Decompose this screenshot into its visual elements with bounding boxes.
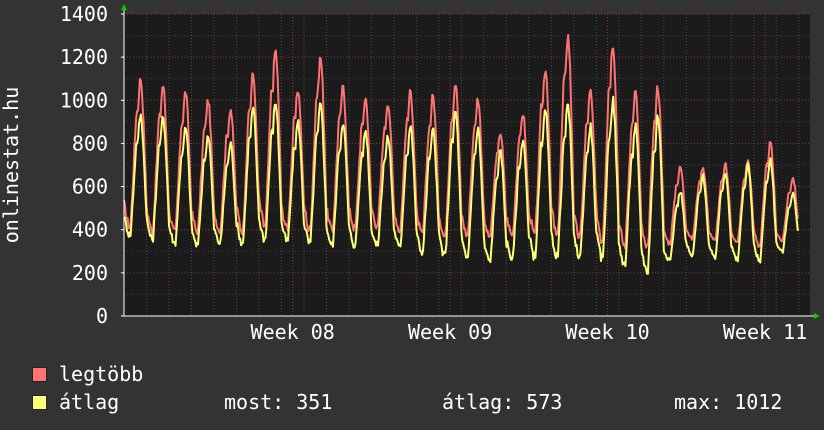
x-tick-label: Week 10 [565, 320, 649, 344]
y-tick-label: 1400 [60, 2, 108, 26]
legend-swatch-avg [32, 394, 47, 410]
x-tick-label: Week 11 [723, 320, 807, 344]
y-tick-label: 1200 [60, 45, 108, 69]
y-tick-label: 200 [72, 261, 108, 285]
x-axis-arrow-icon [814, 313, 820, 319]
y-tick-label: 0 [96, 304, 108, 328]
legend-swatch-max [32, 366, 47, 382]
y-tick-label: 1000 [60, 88, 108, 112]
series-line-avg [123, 95, 799, 275]
legend-label-max: legtöbb [59, 362, 144, 386]
tick-labels: 0 200 400 600 800 1000 1200 1400 Week 08 Week 09 W… [60, 2, 807, 344]
x-tick-label: Week 08 [251, 320, 335, 344]
x-tick-label: Week 09 [408, 320, 492, 344]
legend-item-avg: átlag [32, 390, 120, 414]
y-axis-label: onlinestat.hu [0, 87, 23, 244]
y-tick-label: 400 [72, 218, 108, 242]
y-tick-label: 600 [72, 175, 108, 199]
axes [121, 4, 820, 319]
legend-item-max: legtöbb [32, 362, 144, 386]
stat-avg: átlag: 573 [442, 390, 563, 414]
y-tick-label: 800 [72, 131, 108, 155]
stat-max: max: 1012 [674, 390, 783, 414]
legend-label-avg: átlag [59, 390, 120, 414]
y-axis-arrow-icon [121, 4, 127, 10]
series-group [123, 34, 799, 275]
stat-now: most: 351 [224, 390, 333, 414]
